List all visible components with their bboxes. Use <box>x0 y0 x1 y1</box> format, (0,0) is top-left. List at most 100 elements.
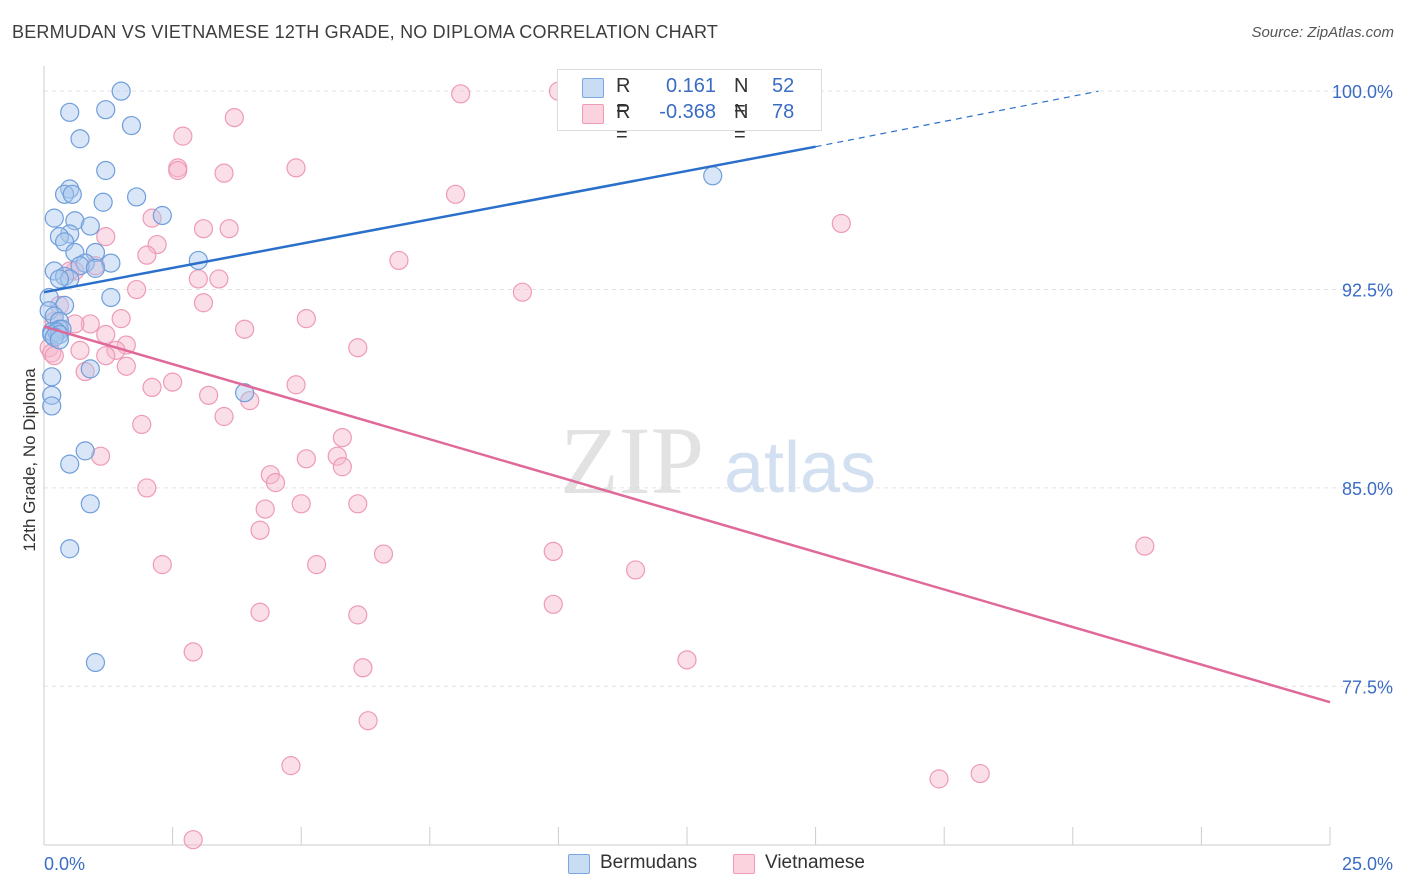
vietnamese-point <box>250 520 270 540</box>
bermudan-point <box>85 242 106 263</box>
bermudan-point <box>96 100 116 120</box>
vietnamese-point <box>543 594 563 614</box>
vietnamese-point <box>970 763 990 784</box>
vietnamese-point <box>163 372 183 392</box>
vietnamese-point <box>183 642 203 662</box>
vietnamese-point <box>451 84 471 104</box>
bermudan-point <box>49 269 70 289</box>
vietnamese-point <box>1135 536 1155 556</box>
x-tick-label: 25.0% <box>1342 854 1393 874</box>
bermudan-point <box>42 367 62 387</box>
legend-r-label: R = <box>616 101 631 146</box>
vietnamese-point <box>96 346 116 366</box>
vietnamese-point <box>75 361 95 382</box>
bermudan-point <box>54 184 75 204</box>
bermudan-point <box>235 383 255 403</box>
bermudan-point <box>75 441 95 461</box>
bermudan-point <box>44 327 64 347</box>
vietnamese-point <box>193 219 214 239</box>
bermudan-point <box>96 160 116 181</box>
vietnamese-point <box>348 494 368 514</box>
vietnamese-point <box>625 560 646 580</box>
vietnamese-point <box>332 428 352 448</box>
bermudan-point <box>93 192 113 212</box>
vietnamese-point <box>90 446 111 466</box>
correlation-legend: R = 0.161 N = 52 R = -0.368 N = 78 <box>557 69 822 146</box>
vietnamese-point <box>199 385 219 405</box>
legend-r-value: -0.368 <box>659 101 716 123</box>
y-tick-label: 100.0% <box>1332 82 1393 102</box>
vietnamese-point <box>332 457 352 477</box>
legend-swatch-bermudans <box>582 78 604 98</box>
y-tick-label: 77.5% <box>1342 677 1393 697</box>
tick-labels: 77.5% 85.0% 92.5% 100.0% 0.0% 25.0% <box>44 82 1393 874</box>
vietnamese-point <box>96 227 116 247</box>
vietnamese-point <box>142 377 162 398</box>
trend-lines <box>43 90 1331 704</box>
vietnamese-point <box>224 108 244 128</box>
bermudans-trend-line <box>43 145 816 294</box>
bermudan-point <box>85 652 106 673</box>
vietnamese-point <box>80 314 100 334</box>
axes <box>43 66 1331 846</box>
vietnamese-point <box>137 478 157 498</box>
vietnamese-point <box>353 658 373 678</box>
vietnamese-point <box>193 293 214 313</box>
legend-n-label: N = <box>734 101 749 146</box>
legend-r-value: 0.161 <box>665 75 716 97</box>
vietnamese-point <box>70 340 90 360</box>
vietnamese-point <box>147 234 167 255</box>
vietnamese-point <box>126 279 147 300</box>
legend-n-value: 52 <box>772 75 795 97</box>
bermudan-point <box>60 102 80 122</box>
vietnamese-point <box>65 314 85 334</box>
bermudan-point <box>101 287 121 308</box>
vietnamese-point <box>543 541 563 561</box>
vietnamese-point <box>677 650 697 670</box>
vietnamese-point <box>235 319 255 339</box>
bermudan-point <box>80 494 100 514</box>
bermudan-point <box>49 227 70 247</box>
vietnamese-point <box>929 769 949 789</box>
vietnamese-point <box>445 184 466 204</box>
bottom-legend-swatch-vietnamese <box>733 854 755 874</box>
bermudan-point <box>70 129 90 149</box>
vietnamese-point <box>286 375 306 395</box>
bermudan-point <box>85 258 106 278</box>
bermudan-point <box>54 232 75 252</box>
vietnamese-point <box>265 473 286 493</box>
bermudan-point <box>54 266 75 286</box>
bermudan-point <box>75 253 95 273</box>
bermudan-point <box>703 166 723 186</box>
bottom-legend-swatch-bermudans <box>568 854 590 874</box>
bermudans-trend-extension <box>815 90 1099 148</box>
vietnamese-point <box>291 494 311 514</box>
watermark-zip: ZIP <box>560 407 704 514</box>
bermudan-point <box>42 396 62 416</box>
bermudan-point <box>42 385 62 405</box>
bermudan-point <box>121 115 142 136</box>
bermudan-point <box>60 179 80 199</box>
vietnamese-point <box>358 711 378 731</box>
bermudan-point <box>126 187 147 207</box>
legend-n-value: 78 <box>772 101 795 123</box>
watermark-atlas: atlas <box>724 428 876 508</box>
vietnamese-point <box>173 126 193 146</box>
vietnamese-point <box>281 756 301 776</box>
vietnamese-point <box>219 219 239 239</box>
y-tick-label: 85.0% <box>1342 479 1393 499</box>
bermudan-point <box>101 253 121 273</box>
legend-swatch-vietnamese <box>582 104 604 124</box>
legend-n-label: N = <box>734 75 749 120</box>
y-tick-label: 92.5% <box>1342 281 1393 301</box>
bermudan-point <box>44 208 64 228</box>
bottom-legend-label-vietnamese: Vietnamese <box>765 852 865 873</box>
bermudan-point <box>39 301 59 321</box>
bermudan-point <box>70 256 90 276</box>
bermudan-point <box>60 454 80 474</box>
bermudan-point <box>60 539 80 559</box>
vietnamese-point <box>307 555 327 575</box>
vietnamese-point <box>348 605 368 625</box>
vietnamese-point <box>137 245 157 265</box>
